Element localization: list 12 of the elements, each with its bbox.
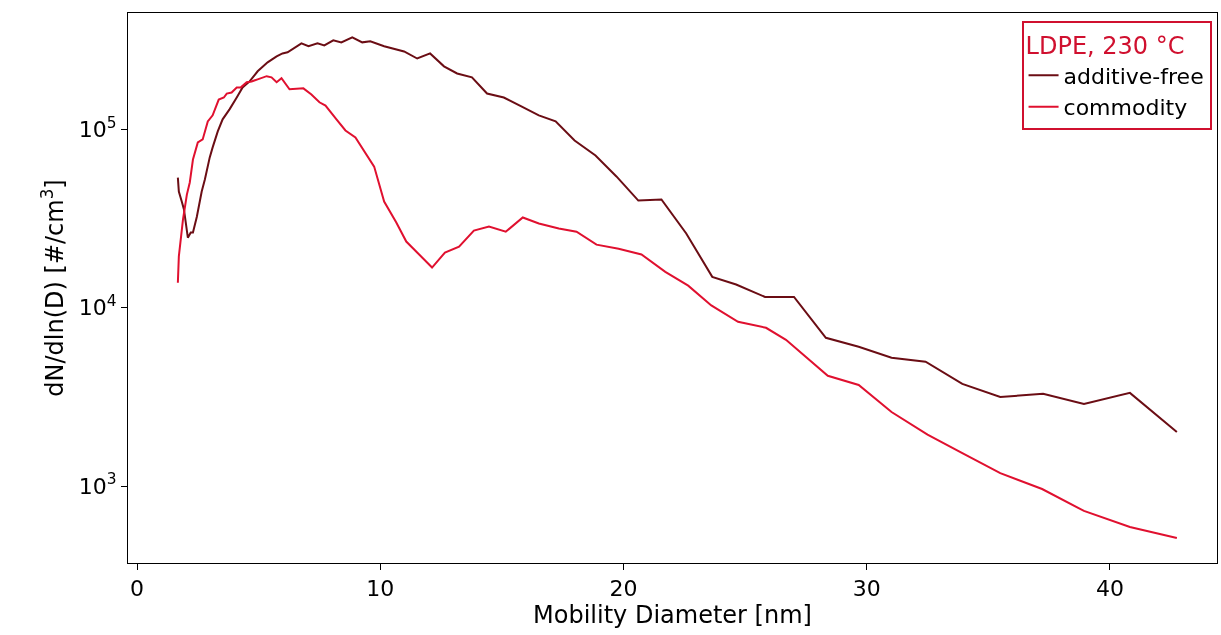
legend-label: commodity xyxy=(1063,95,1188,121)
legend-label: additive-free xyxy=(1063,63,1204,89)
x-tick-label: 30 xyxy=(852,576,881,602)
y-tick-label: 10$^{3}$ xyxy=(78,470,117,499)
x-tick-label: 40 xyxy=(1095,576,1124,602)
y-tick-label: 10$^{5}$ xyxy=(78,113,117,143)
y-tick-label: 10$^{4}$ xyxy=(78,292,117,321)
x-tick-label: 0 xyxy=(130,576,144,602)
x-tick-label: 10 xyxy=(366,576,395,602)
x-axis-title: Mobility Diameter [nm] xyxy=(533,601,812,630)
x-tick-label: 20 xyxy=(609,576,638,602)
legend-title: LDPE, 230 °C xyxy=(1025,32,1185,61)
